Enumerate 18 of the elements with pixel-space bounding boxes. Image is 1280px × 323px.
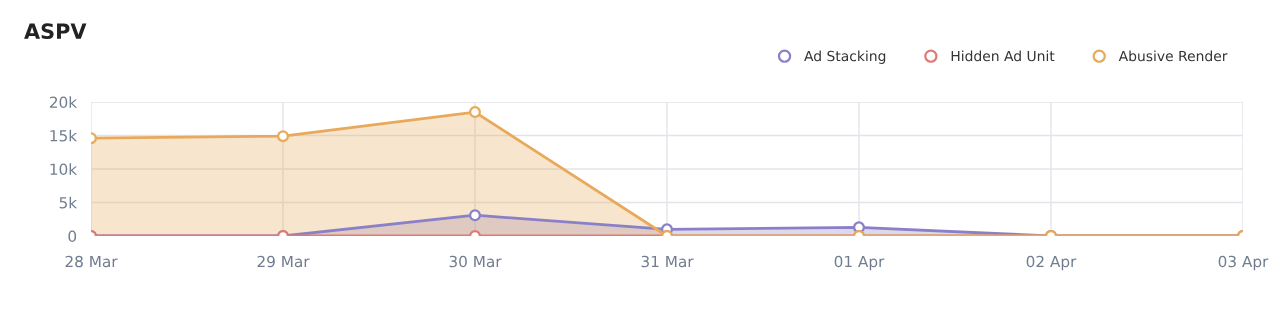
x-tick-label: 29 Mar	[257, 255, 310, 268]
y-tick-label: 20k	[49, 96, 78, 109]
y-tick-label: 15k	[50, 129, 78, 142]
x-tick-label: 01 Apr	[834, 255, 885, 271]
y-tick-label: 10k	[50, 163, 78, 176]
x-tick-label: 28 Mar	[65, 255, 118, 268]
y-tick-label: 0	[68, 230, 77, 243]
legend-label: Ad Stacking	[804, 50, 886, 64]
chart-title: ASPV	[24, 23, 87, 40]
x-tick-label: 30 Mar	[449, 255, 502, 268]
point	[277, 130, 289, 143]
legend-label: Abusive Render	[1118, 50, 1228, 62]
x-tick-label: 31 Mar	[641, 255, 694, 268]
x-tick-label: 03 Apr	[1218, 255, 1269, 271]
legend-label: Hidden Ad Unit	[951, 50, 1055, 62]
y-tick-label: 5k	[59, 196, 78, 209]
x-tick-label: 02 Apr	[1026, 255, 1077, 271]
point	[469, 106, 481, 119]
